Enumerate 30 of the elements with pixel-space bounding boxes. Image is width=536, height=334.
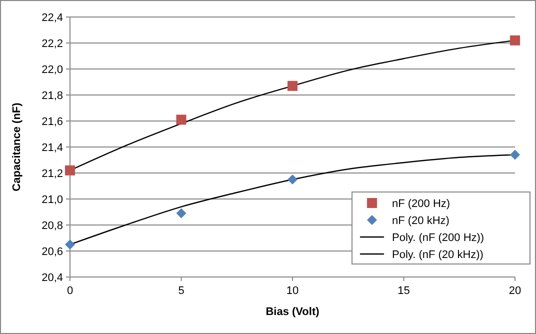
x-tick-label: 10 bbox=[286, 285, 299, 297]
point bbox=[288, 174, 298, 184]
x-tick-label: 0 bbox=[66, 285, 74, 297]
x-tick-label: 5 bbox=[178, 285, 184, 297]
x-tick-label: 15 bbox=[398, 285, 410, 297]
y-tick-label: 21,4 bbox=[42, 142, 63, 154]
point bbox=[65, 165, 75, 176]
point bbox=[510, 35, 520, 46]
y-tick-label: 21,8 bbox=[42, 90, 63, 102]
point bbox=[288, 80, 298, 91]
legend-label: nF (20 kHz) bbox=[392, 214, 450, 227]
point bbox=[176, 114, 186, 125]
y-axis-title: Capacitance (nF) bbox=[11, 102, 23, 192]
legend-label: Poly. (nF (200 Hz)) bbox=[392, 232, 484, 244]
y-tick-label: 21,0 bbox=[42, 194, 63, 206]
y-tick-label: 20,8 bbox=[42, 220, 63, 232]
x-tick-label: 20 bbox=[508, 285, 522, 297]
point bbox=[65, 240, 75, 250]
y-tick-label: 22,2 bbox=[42, 38, 63, 50]
legend-label: nF (200 Hz) bbox=[392, 198, 450, 210]
y-tick-label: 21,6 bbox=[42, 116, 63, 128]
y-tick-label: 22,4 bbox=[42, 12, 63, 24]
legend-label: Poly. (nF (20 kHz)) bbox=[392, 248, 484, 261]
y-tick-label: 21,2 bbox=[42, 168, 63, 180]
y-tick-label: 20,6 bbox=[42, 246, 63, 258]
point bbox=[176, 208, 186, 218]
x-axis-title: Bias (Volt) bbox=[266, 306, 320, 318]
y-tick-label: 22,0 bbox=[42, 64, 63, 76]
point bbox=[510, 150, 520, 160]
y-tick-label: 20,4 bbox=[42, 272, 63, 284]
